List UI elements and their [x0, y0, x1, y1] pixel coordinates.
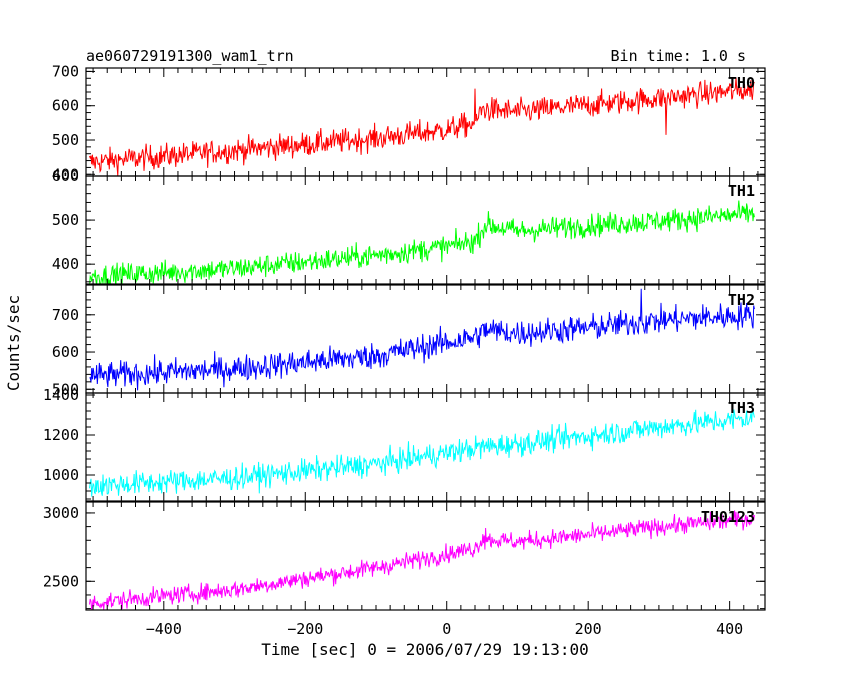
- x-tick-label: 400: [716, 620, 743, 638]
- x-tick-label: −200: [287, 620, 323, 638]
- y-tick-label: 500: [52, 211, 79, 229]
- y-tick-label: 1400: [43, 386, 79, 404]
- bin-time-label: Bin time: 1.0 s: [611, 47, 746, 65]
- x-axis: −400 −200 0 200 400: [146, 620, 743, 638]
- series-line-th0: [89, 77, 755, 176]
- y-tick-label: 600: [52, 97, 79, 115]
- y-tick-label: 3000: [43, 504, 79, 522]
- x-axis-label: Time [sec] 0 = 2006/07/29 19:13:00: [261, 640, 589, 659]
- panel-th0123: 2500 3000 TH0123: [43, 501, 766, 611]
- panel-label-th0123: TH0123: [701, 508, 755, 526]
- y-tick-label: 600: [52, 167, 79, 185]
- series-line-th0123: [89, 510, 755, 610]
- y-tick-label: 600: [52, 343, 79, 361]
- x-tick-label: 0: [442, 620, 451, 638]
- panel-th3: 1000 1200 1400 TH3: [43, 386, 766, 502]
- panel-th0: 400 500 600 700 TH0: [52, 62, 766, 183]
- y-tick-label: 400: [52, 255, 79, 273]
- y-tick-label: 500: [52, 131, 79, 149]
- panels-group: 400 500 600 700 TH0 400 500 600 TH1 500 600 700 TH2 1…: [43, 62, 766, 611]
- y-tick-label: 700: [52, 62, 79, 80]
- y-tick-label: 1200: [43, 426, 79, 444]
- panel-frame: [85, 284, 766, 394]
- y-tick-label: 500: [52, 380, 79, 398]
- panel-frame: [85, 392, 766, 502]
- panel-label-th2: TH2: [728, 291, 755, 309]
- y-tick-label: 400: [52, 165, 79, 183]
- panel-label-th1: TH1: [728, 182, 755, 200]
- series-line-th3: [89, 409, 755, 497]
- chart-title: ae060729191300_wam1_trn: [86, 47, 294, 65]
- y-axis-label: Counts/sec: [4, 295, 23, 391]
- series-line-th1: [89, 200, 755, 284]
- x-tick-label: −400: [146, 620, 182, 638]
- panel-label-th0: TH0: [728, 74, 755, 92]
- panel-label-th3: TH3: [728, 399, 755, 417]
- panel-th2: 500 600 700 TH2: [52, 284, 766, 398]
- x-tick-label: 200: [575, 620, 602, 638]
- y-tick-label: 2500: [43, 572, 79, 590]
- y-tick-label: 700: [52, 306, 79, 324]
- y-tick-label: 1000: [43, 466, 79, 484]
- panel-frame: [85, 501, 766, 611]
- panel-frame: [85, 175, 766, 285]
- panel-th1: 400 500 600 TH1: [52, 167, 766, 285]
- series-line-th2: [89, 288, 755, 391]
